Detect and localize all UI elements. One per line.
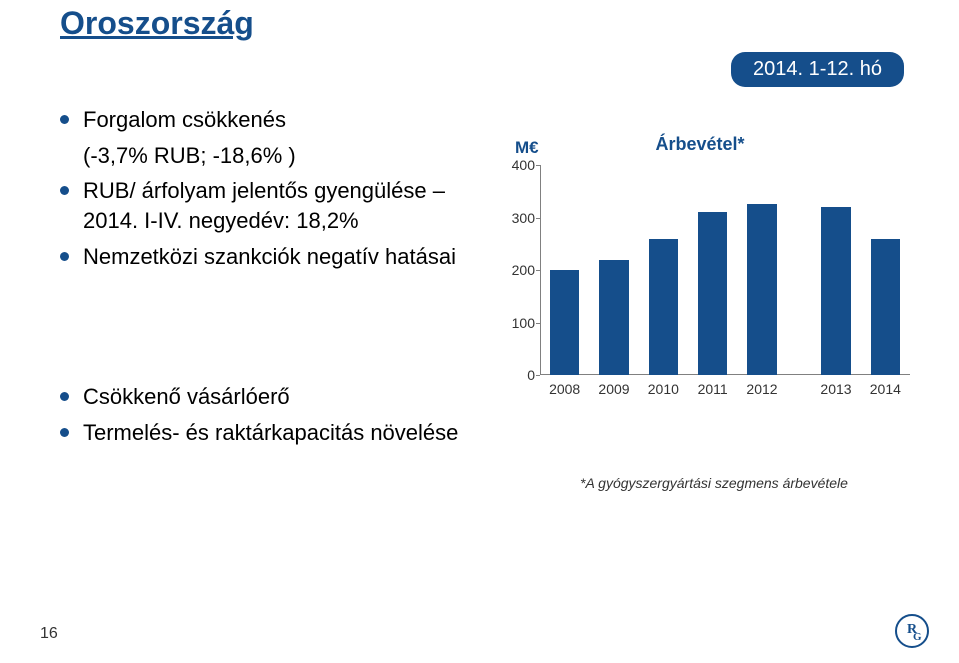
- bullet-item: Forgalom csökkenés: [60, 105, 480, 135]
- revenue-chart: M€ Árbevétel* 01002003004002008200920102…: [480, 120, 920, 430]
- y-tick-label: 0: [500, 367, 535, 383]
- x-tick-label: 2014: [870, 381, 901, 397]
- bullet-item: Nemzetközi szankciók negatív hatásai: [60, 242, 480, 272]
- bullet-dot-icon: [60, 428, 69, 437]
- bullet-text: Termelés- és raktárkapacitás növelése: [83, 418, 480, 448]
- bar: [871, 239, 901, 376]
- y-tick-mark: [536, 323, 540, 324]
- y-tick-label: 200: [500, 262, 535, 278]
- x-tick-label: 2013: [820, 381, 851, 397]
- x-tick-label: 2012: [746, 381, 777, 397]
- bullet-list-upper: Forgalom csökkenés (-3,7% RUB; -18,6% ) RU…: [60, 105, 480, 277]
- bar: [747, 204, 777, 375]
- bar: [821, 207, 851, 375]
- chart-footnote: *A gyógyszergyártási szegmens árbevétele: [580, 475, 848, 491]
- bar: [550, 270, 580, 375]
- date-badge: 2014. 1-12. hó: [731, 52, 904, 87]
- bullet-text: Forgalom csökkenés: [83, 105, 480, 135]
- y-tick-label: 300: [500, 210, 535, 226]
- bullet-dot-icon: [60, 392, 69, 401]
- svg-text:G: G: [913, 631, 922, 643]
- bullet-text: Nemzetközi szankciók negatív hatásai: [83, 242, 480, 272]
- bar: [649, 239, 679, 376]
- logo-icon: R G: [895, 614, 929, 648]
- bar: [599, 260, 629, 376]
- y-axis: [540, 165, 541, 375]
- bullet-text: RUB/ árfolyam jelentős gyengülése – 2014…: [83, 176, 480, 235]
- y-tick-label: 100: [500, 315, 535, 331]
- y-tick-mark: [536, 218, 540, 219]
- y-tick-mark: [536, 165, 540, 166]
- page-number: 16: [40, 625, 58, 643]
- bullet-item: Csökkenő vásárlóerő: [60, 382, 480, 412]
- x-tick-label: 2011: [698, 381, 728, 397]
- bullet-dot-icon: [60, 115, 69, 124]
- bullet-dot-icon: [60, 186, 69, 195]
- y-tick-mark: [536, 375, 540, 376]
- chart-plot-area: 0100200300400200820092010201120122013201…: [540, 165, 910, 375]
- bullet-dot-icon: [60, 252, 69, 261]
- bullet-text: Csökkenő vásárlóerő: [83, 382, 480, 412]
- chart-y-unit: M€: [515, 138, 539, 158]
- x-tick-label: 2010: [648, 381, 679, 397]
- bullet-list-lower: Csökkenő vásárlóerő Termelés- és raktárka…: [60, 382, 480, 453]
- y-tick-mark: [536, 270, 540, 271]
- bullet-item: Termelés- és raktárkapacitás növelése: [60, 418, 480, 448]
- bar: [698, 212, 728, 375]
- y-tick-label: 400: [500, 157, 535, 173]
- bullet-item: RUB/ árfolyam jelentős gyengülése – 2014…: [60, 176, 480, 235]
- x-tick-label: 2008: [549, 381, 580, 397]
- x-tick-label: 2009: [598, 381, 629, 397]
- page-title: Oroszország: [60, 5, 254, 42]
- bullet-sub-text: (-3,7% RUB; -18,6% ): [83, 141, 480, 171]
- chart-title: Árbevétel*: [655, 134, 744, 155]
